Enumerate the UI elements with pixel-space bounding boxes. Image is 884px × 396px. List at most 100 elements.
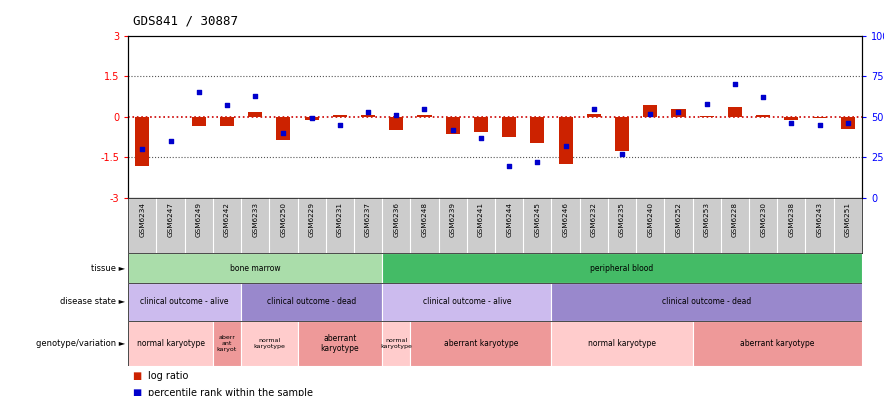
Bar [277, 117, 291, 140]
Bar [241, 321, 298, 366]
Point [135, 146, 149, 152]
Text: genotype/variation ►: genotype/variation ► [36, 339, 126, 348]
Bar [728, 107, 742, 117]
Bar [128, 283, 241, 321]
Text: disease state ►: disease state ► [60, 297, 126, 307]
Point [474, 135, 488, 141]
Text: GSM6242: GSM6242 [224, 202, 230, 238]
Text: aberr
ant
karyot: aberr ant karyot [217, 335, 237, 352]
Text: GSM6234: GSM6234 [140, 202, 145, 238]
Text: GSM6230: GSM6230 [760, 202, 766, 238]
Bar [128, 321, 213, 366]
Bar [305, 117, 318, 120]
Text: GSM6240: GSM6240 [647, 202, 653, 238]
Text: GSM6244: GSM6244 [507, 202, 512, 238]
Bar [699, 116, 713, 117]
Text: normal karyotype: normal karyotype [588, 339, 656, 348]
Point [446, 127, 460, 133]
Bar [410, 321, 552, 366]
Text: peripheral blood: peripheral blood [591, 264, 653, 273]
Text: normal
karyotype: normal karyotype [254, 338, 286, 349]
Bar [382, 321, 410, 366]
Point [841, 120, 855, 126]
Text: aberrant karyotype: aberrant karyotype [740, 339, 814, 348]
Text: GSM6232: GSM6232 [591, 202, 597, 238]
Point [530, 159, 545, 166]
Point [756, 94, 770, 101]
Text: GSM6251: GSM6251 [845, 202, 850, 238]
Text: GSM6238: GSM6238 [789, 202, 795, 238]
Bar [559, 117, 573, 164]
Text: GSM6252: GSM6252 [675, 202, 682, 238]
Text: GSM6246: GSM6246 [562, 202, 568, 238]
Bar [389, 117, 403, 130]
Point [502, 162, 516, 169]
Text: aberrant
karyotype: aberrant karyotype [321, 334, 359, 353]
Text: clinical outcome - dead: clinical outcome - dead [267, 297, 356, 307]
Bar [615, 117, 629, 150]
Bar [587, 114, 601, 117]
Text: log ratio: log ratio [148, 371, 188, 381]
Text: percentile rank within the sample: percentile rank within the sample [148, 388, 313, 396]
Point [304, 115, 319, 122]
Text: GSM6245: GSM6245 [534, 202, 540, 238]
Bar [248, 112, 263, 117]
Point [192, 89, 206, 95]
Bar [672, 109, 685, 117]
Point [248, 93, 263, 99]
Bar [332, 116, 347, 117]
Point [644, 110, 658, 117]
Bar [446, 117, 460, 134]
Point [164, 138, 178, 144]
Text: ■: ■ [133, 371, 141, 381]
Bar [692, 321, 862, 366]
Text: GDS841 / 30887: GDS841 / 30887 [133, 15, 238, 28]
Bar [552, 283, 862, 321]
Point [389, 112, 403, 118]
Bar [784, 117, 798, 120]
Bar [382, 253, 862, 283]
Bar [128, 253, 382, 283]
Text: tissue ►: tissue ► [91, 264, 126, 273]
Text: normal
karyotype: normal karyotype [380, 338, 412, 349]
Bar [241, 283, 382, 321]
Bar [756, 115, 770, 117]
Bar [213, 321, 241, 366]
Text: clinical outcome - alive: clinical outcome - alive [141, 297, 229, 307]
Text: GSM6228: GSM6228 [732, 202, 738, 238]
Text: normal karyotype: normal karyotype [136, 339, 204, 348]
Text: GSM6250: GSM6250 [280, 202, 286, 238]
Bar [552, 321, 692, 366]
Text: bone marrow: bone marrow [230, 264, 280, 273]
Text: GSM6253: GSM6253 [704, 202, 710, 238]
Point [277, 130, 291, 136]
Point [559, 143, 573, 149]
Text: GSM6241: GSM6241 [478, 202, 484, 238]
Text: clinical outcome - dead: clinical outcome - dead [662, 297, 751, 307]
Text: clinical outcome - alive: clinical outcome - alive [423, 297, 511, 307]
Point [672, 109, 686, 115]
Text: GSM6239: GSM6239 [450, 202, 456, 238]
Bar [382, 283, 552, 321]
Bar [644, 105, 658, 117]
Text: GSM6231: GSM6231 [337, 202, 343, 238]
Point [699, 101, 713, 107]
Bar [192, 117, 206, 126]
Point [332, 122, 347, 128]
Point [615, 151, 629, 157]
Point [361, 109, 375, 115]
Text: GSM6249: GSM6249 [195, 202, 202, 238]
Bar [220, 117, 234, 126]
Bar [417, 115, 431, 117]
Bar [812, 117, 827, 118]
Point [812, 122, 827, 128]
Text: GSM6243: GSM6243 [817, 202, 823, 238]
Text: GSM6233: GSM6233 [252, 202, 258, 238]
Point [784, 120, 798, 126]
Text: GSM6247: GSM6247 [167, 202, 173, 238]
Bar [298, 321, 382, 366]
Text: GSM6235: GSM6235 [619, 202, 625, 238]
Bar [530, 117, 545, 143]
Text: GSM6248: GSM6248 [422, 202, 428, 238]
Bar [135, 117, 149, 166]
